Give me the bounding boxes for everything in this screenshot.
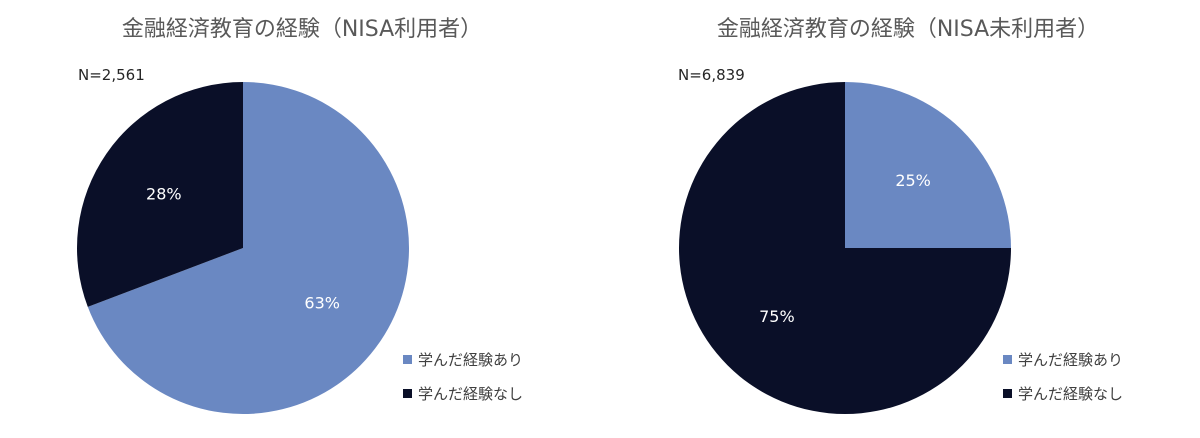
pie-slices-nisa-users bbox=[77, 82, 410, 414]
chart-title-nisa-non-users: 金融経済教育の経験（NISA未利用者） bbox=[717, 17, 1099, 42]
legend-swatch-not-learned bbox=[403, 389, 412, 398]
pie-labels-nisa-users: 63% 28% bbox=[146, 184, 340, 312]
pie-slice-learned bbox=[845, 82, 1011, 248]
legend-label-learned: 学んだ経験あり bbox=[1018, 351, 1123, 369]
pie-slice-learned bbox=[87, 82, 410, 414]
pie-chart-nisa-non-users: 金融経済教育の経験（NISA未利用者） N=6,839 25% 75% 学んだ経験… bbox=[678, 17, 1123, 414]
chart-title-nisa-users: 金融経済教育の経験（NISA利用者） bbox=[122, 17, 482, 42]
pie-slices-nisa-non-users bbox=[679, 82, 1011, 414]
legend-nisa-non-users: 学んだ経験あり 学んだ経験なし bbox=[1003, 351, 1123, 403]
pie-value-label-not-learned: 28% bbox=[146, 184, 182, 203]
pie-labels-nisa-non-users: 25% 75% bbox=[759, 171, 931, 326]
legend-swatch-learned bbox=[1003, 355, 1012, 364]
legend-swatch-learned bbox=[403, 355, 412, 364]
pie-value-label-learned: 25% bbox=[895, 171, 931, 190]
pie-slice-not-learned bbox=[77, 82, 243, 307]
legend-nisa-users: 学んだ経験あり 学んだ経験なし bbox=[403, 351, 523, 403]
legend-label-not-learned: 学んだ経験なし bbox=[418, 385, 523, 403]
legend-label-not-learned: 学んだ経験なし bbox=[1018, 385, 1123, 403]
pie-chart-nisa-users: 金融経済教育の経験（NISA利用者） N=2,561 63% 28% 学んだ経験あ… bbox=[77, 17, 523, 414]
pie-value-label-learned: 63% bbox=[304, 294, 340, 313]
sample-size-label-nisa-users: N=2,561 bbox=[78, 66, 145, 84]
pie-slice-not-learned bbox=[679, 82, 1011, 414]
legend-label-learned: 学んだ経験あり bbox=[418, 351, 523, 369]
sample-size-label-nisa-non-users: N=6,839 bbox=[678, 66, 745, 84]
legend-swatch-not-learned bbox=[1003, 389, 1012, 398]
pie-value-label-not-learned: 75% bbox=[759, 307, 795, 326]
